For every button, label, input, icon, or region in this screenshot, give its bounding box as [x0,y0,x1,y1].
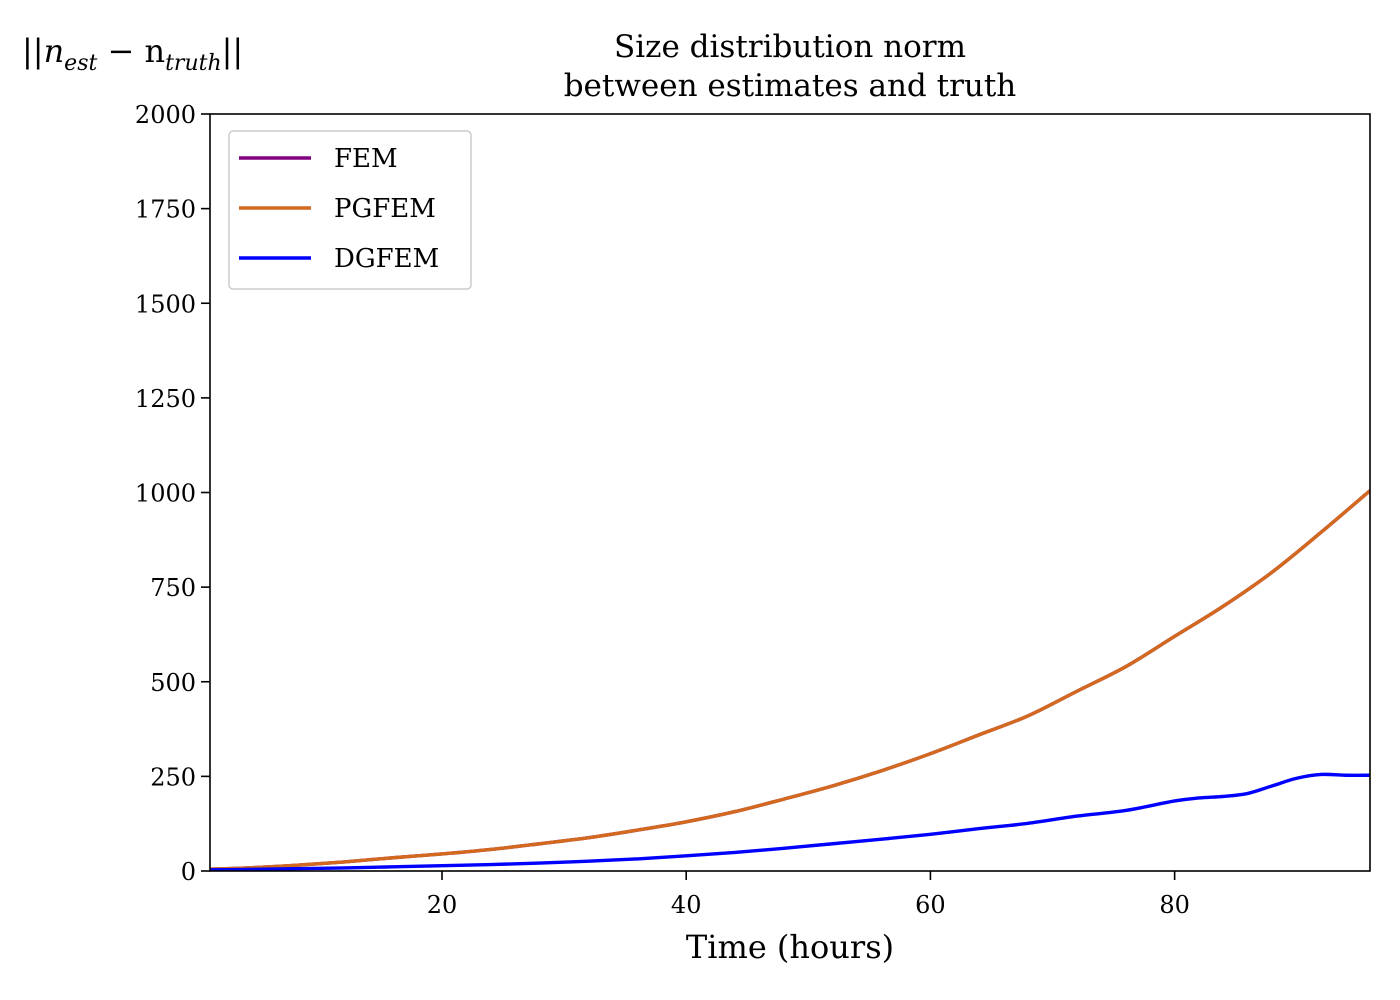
x-axis-label: Time (hours) [686,928,894,966]
y-tick-label: 2000 [135,101,196,129]
y-tick-label: 500 [150,669,196,697]
legend-box [228,130,472,290]
y-tick-label: 750 [150,574,196,602]
series-line-pgfem [210,489,1370,871]
y-tick-label: 250 [150,763,196,791]
y-tick-label: 1500 [135,290,196,318]
legend-label-pgfem: PGFEM [334,194,436,224]
x-tick-label: 20 [427,891,458,919]
y-axis-label: ||nest − ntruth|| [22,32,243,76]
x-tick-label: 40 [671,891,702,919]
ticks-layer: 20 40 60 80 0 250 500 750 1000 1250 1500 1750 2000 [135,101,1190,919]
plot-frame [209,113,1371,872]
series-layer [210,489,1370,871]
y-axis-label-suffix: || [222,32,244,70]
y-tick-label: 0 [181,858,196,886]
legend: FEM PGFEM DGFEM [228,130,472,290]
y-axis-label-prefix: ||n [22,32,64,70]
y-axis-label-sub2: truth [165,51,222,76]
x-tick-label: 80 [1159,891,1190,919]
y-axis-label-sub1: est [64,51,97,76]
legend-label-fem: FEM [334,144,398,174]
y-axis-label-mid: − n [97,32,165,70]
x-tick-label: 60 [915,891,946,919]
y-tick-label: 1750 [135,196,196,224]
chart-title-line-2: between estimates and truth [564,68,1017,104]
series-line-dgfem [210,772,1370,871]
chart-title-line-1: Size distribution norm [614,29,966,65]
legend-label-dgfem: DGFEM [334,244,439,274]
y-tick-label: 1000 [135,480,196,508]
y-tick-label: 1250 [135,385,196,413]
